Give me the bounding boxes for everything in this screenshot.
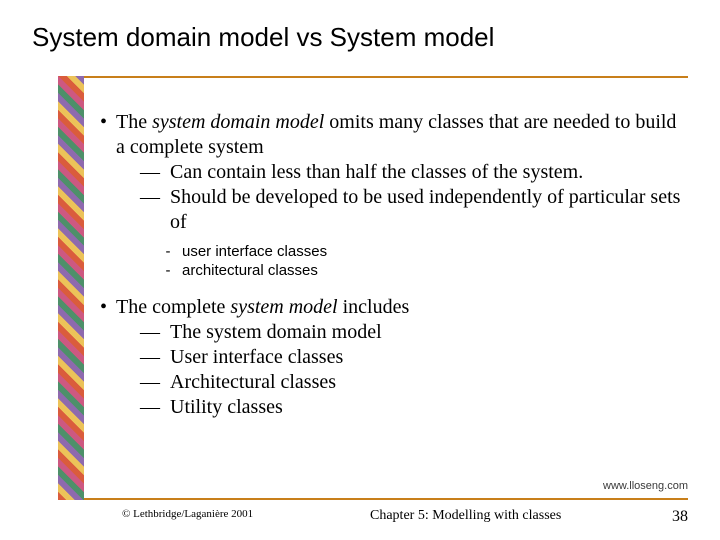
chapter-text: Chapter 5: Modelling with classes xyxy=(370,508,561,524)
dash-text: Utility classes xyxy=(170,395,283,420)
dash-marker: — xyxy=(140,320,170,345)
sub-dash-text: architectural classes xyxy=(182,262,318,281)
decorative-strip xyxy=(58,76,84,500)
sub-dash-item: - architectural classes xyxy=(160,262,690,281)
bullet-marker: • xyxy=(100,110,116,160)
dash-item: — Utility classes xyxy=(140,395,690,420)
slide-title: System domain model vs System model xyxy=(0,0,720,53)
dash-item: — User interface classes xyxy=(140,345,690,370)
dash-marker: — xyxy=(140,160,170,185)
sub-dash-item: - user interface classes xyxy=(160,243,690,262)
dash-list: — Can contain less than half the classes… xyxy=(140,160,690,235)
accent-line-top xyxy=(84,76,688,78)
bullet-text: The complete system model includes xyxy=(116,295,690,320)
dash-marker: — xyxy=(140,345,170,370)
dash-text: Can contain less than half the classes o… xyxy=(170,160,583,185)
bullet-text: The system domain model omits many class… xyxy=(116,110,690,160)
accent-line-bottom xyxy=(84,498,688,500)
dash-item: — Architectural classes xyxy=(140,370,690,395)
copyright-text: © Lethbridge/Laganière 2001 xyxy=(122,508,253,520)
sub-dash-text: user interface classes xyxy=(182,243,327,262)
footer: © Lethbridge/Laganière 2001 Chapter 5: M… xyxy=(0,508,720,532)
bullet-item: • The complete system model includes — T… xyxy=(100,295,690,420)
dash-marker: — xyxy=(140,370,170,395)
sub-dash-list: - user interface classes - architectural… xyxy=(160,243,690,281)
dash-text: The system domain model xyxy=(170,320,382,345)
dash-item: — Should be developed to be used indepen… xyxy=(140,185,690,235)
dash-item: — Can contain less than half the classes… xyxy=(140,160,690,185)
dash-marker: — xyxy=(140,395,170,420)
dash-text: Should be developed to be used independe… xyxy=(170,185,690,235)
dash-item: — The system domain model xyxy=(140,320,690,345)
dash-text: User interface classes xyxy=(170,345,343,370)
bullet-marker: • xyxy=(100,295,116,320)
sub-dash-marker: - xyxy=(160,262,176,281)
slide-body: • The system domain model omits many cla… xyxy=(100,110,690,434)
sub-dash-marker: - xyxy=(160,243,176,262)
url-text: www.lloseng.com xyxy=(603,480,688,492)
bullet-item: • The system domain model omits many cla… xyxy=(100,110,690,281)
dash-list: — The system domain model — User interfa… xyxy=(140,320,690,420)
page-number: 38 xyxy=(672,508,688,526)
dash-marker: — xyxy=(140,185,170,235)
dash-text: Architectural classes xyxy=(170,370,336,395)
